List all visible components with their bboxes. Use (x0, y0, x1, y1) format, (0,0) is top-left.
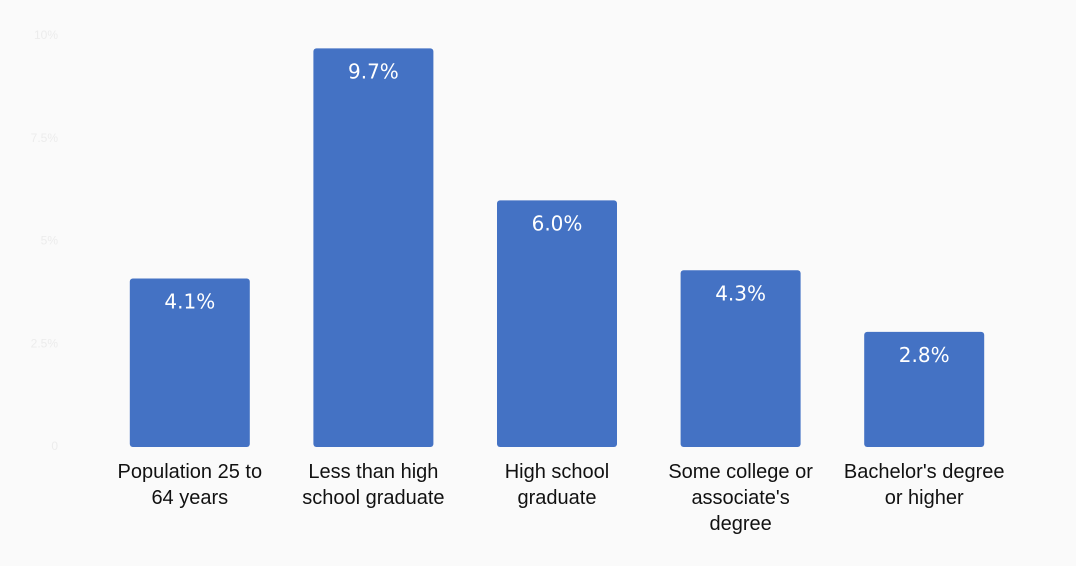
bar (680, 270, 801, 447)
y-tick-label: 2.5% (31, 336, 59, 350)
x-tick-label-line: Population 25 to (117, 461, 263, 483)
x-tick-label: Bachelor's degree or higher (829, 459, 1019, 511)
y-tick-label: 5% (41, 234, 59, 248)
x-tick-label-line: Bachelor's degree (843, 461, 1005, 483)
x-tick-label-line: or higher (884, 487, 964, 509)
data-label: 2.8% (899, 343, 950, 367)
x-tick-label-line: 64 years (151, 487, 229, 509)
x-tick-label-line: graduate (517, 487, 597, 509)
bars (129, 48, 985, 448)
data-labels: 4.1% 9.7% 6.0% 4.3% 2.8% (164, 59, 949, 367)
bar (864, 331, 985, 447)
x-tick-label-line: High school (504, 461, 610, 483)
bar (313, 48, 434, 448)
x-tick-label-line: school graduate (302, 487, 445, 509)
data-label: 4.3% (715, 281, 766, 305)
y-tick-label: 7.5% (31, 131, 59, 145)
x-tick-label-line: Some college or (668, 461, 813, 483)
data-label: 6.0% (532, 211, 583, 235)
data-label: 9.7% (348, 59, 399, 83)
x-tick-label: Population 25 to 64 years (95, 459, 285, 511)
bar (497, 200, 617, 447)
data-label: 4.1% (164, 289, 215, 313)
x-tick-label: Less than high school graduate (278, 459, 468, 511)
x-tick-label-line: associate's (691, 487, 790, 509)
y-axis: 0 2.5% 5% 7.5% 10% (31, 28, 59, 453)
x-tick-label-line: degree (709, 513, 772, 535)
x-tick-label: High school graduate (462, 459, 652, 511)
x-tick-label: Some college or associate's degree (646, 459, 836, 537)
y-tick-label: 10% (34, 28, 58, 42)
x-tick-label-line: Less than high (308, 461, 439, 483)
bar (129, 278, 250, 447)
y-tick-label: 0 (51, 439, 58, 453)
